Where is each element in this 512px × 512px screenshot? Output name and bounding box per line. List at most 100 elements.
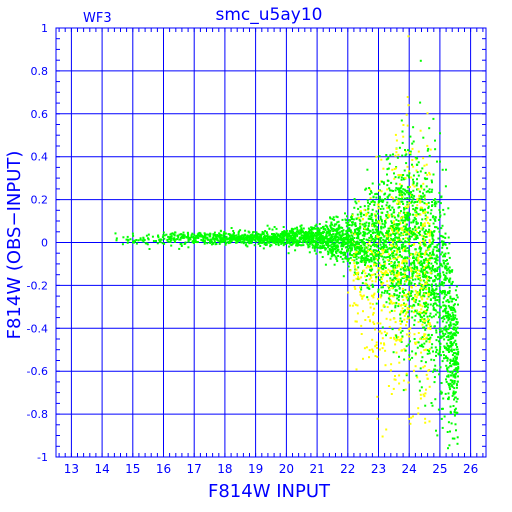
data-point	[407, 35, 410, 38]
data-point	[432, 215, 435, 218]
data-point	[380, 309, 383, 312]
data-point	[409, 262, 412, 265]
data-point	[322, 232, 324, 235]
data-point	[310, 234, 312, 237]
data-point	[384, 239, 387, 242]
x-tick-label: 21	[309, 462, 324, 476]
data-point	[418, 282, 421, 285]
data-point	[345, 219, 348, 222]
data-point	[403, 348, 406, 351]
data-point	[373, 292, 376, 295]
data-point	[341, 237, 343, 240]
data-point	[378, 254, 381, 257]
data-point	[439, 348, 442, 350]
data-point	[439, 390, 442, 393]
data-point	[393, 269, 396, 272]
data-point	[395, 182, 398, 185]
data-point	[384, 273, 387, 276]
data-point	[440, 283, 443, 286]
data-point	[407, 291, 410, 294]
data-point	[395, 301, 398, 304]
data-point	[302, 236, 305, 239]
data-point	[401, 262, 404, 265]
data-point	[432, 234, 435, 237]
data-point	[349, 304, 352, 307]
data-point	[406, 165, 409, 168]
data-point	[227, 233, 230, 236]
data-point	[360, 276, 363, 279]
data-point	[404, 193, 407, 196]
data-point	[375, 222, 378, 225]
data-point	[387, 205, 390, 208]
data-point	[439, 215, 441, 218]
data-point	[214, 243, 217, 246]
data-point	[436, 321, 439, 324]
data-point	[370, 191, 373, 194]
data-point	[418, 242, 421, 245]
data-point	[383, 246, 386, 249]
data-point	[419, 129, 422, 132]
data-point	[323, 237, 326, 240]
data-point	[209, 240, 212, 243]
y-axis-label: F814W (OBS−INPUT)	[4, 151, 25, 340]
data-point	[391, 247, 393, 250]
data-point	[330, 248, 333, 251]
data-point	[248, 242, 251, 245]
data-point	[415, 222, 418, 225]
data-point	[416, 267, 419, 270]
data-point	[174, 231, 177, 234]
data-point	[414, 225, 417, 228]
data-point	[399, 234, 402, 237]
data-point	[367, 298, 370, 301]
data-point	[399, 282, 402, 285]
data-point	[434, 205, 437, 208]
data-point	[179, 238, 182, 241]
data-point	[405, 297, 408, 300]
data-point	[454, 391, 457, 394]
data-point	[455, 298, 457, 301]
data-point	[418, 194, 421, 197]
data-point	[366, 286, 369, 289]
data-point	[350, 241, 352, 244]
data-point	[375, 258, 378, 261]
data-point	[338, 231, 341, 234]
data-point	[447, 304, 450, 307]
data-point	[435, 288, 437, 291]
data-point	[326, 240, 329, 243]
data-point	[304, 237, 306, 240]
data-point	[407, 185, 410, 188]
data-point	[391, 229, 394, 232]
data-point	[411, 273, 414, 275]
data-point	[243, 234, 246, 237]
data-point	[425, 287, 428, 290]
data-point	[327, 238, 330, 241]
data-point	[421, 218, 424, 221]
data-point	[258, 235, 261, 238]
data-point	[381, 347, 384, 350]
data-point	[448, 280, 451, 283]
data-point	[330, 234, 333, 236]
data-point	[365, 214, 368, 217]
data-point	[367, 231, 370, 234]
data-point	[424, 217, 427, 220]
data-point	[398, 250, 401, 253]
data-point	[294, 227, 297, 230]
data-point	[442, 397, 445, 400]
data-point	[356, 213, 359, 216]
data-point	[382, 252, 385, 255]
data-point	[294, 249, 297, 252]
data-point	[327, 251, 330, 254]
data-point	[403, 241, 406, 244]
data-point	[252, 231, 254, 234]
data-point	[126, 235, 129, 238]
data-point	[215, 237, 218, 240]
data-point	[385, 232, 388, 234]
data-point	[439, 276, 442, 279]
data-point	[402, 174, 405, 176]
data-point	[384, 249, 387, 252]
data-point	[396, 199, 399, 202]
data-point	[432, 199, 435, 201]
data-point	[389, 154, 392, 157]
data-point	[170, 244, 173, 247]
data-point	[382, 244, 385, 247]
